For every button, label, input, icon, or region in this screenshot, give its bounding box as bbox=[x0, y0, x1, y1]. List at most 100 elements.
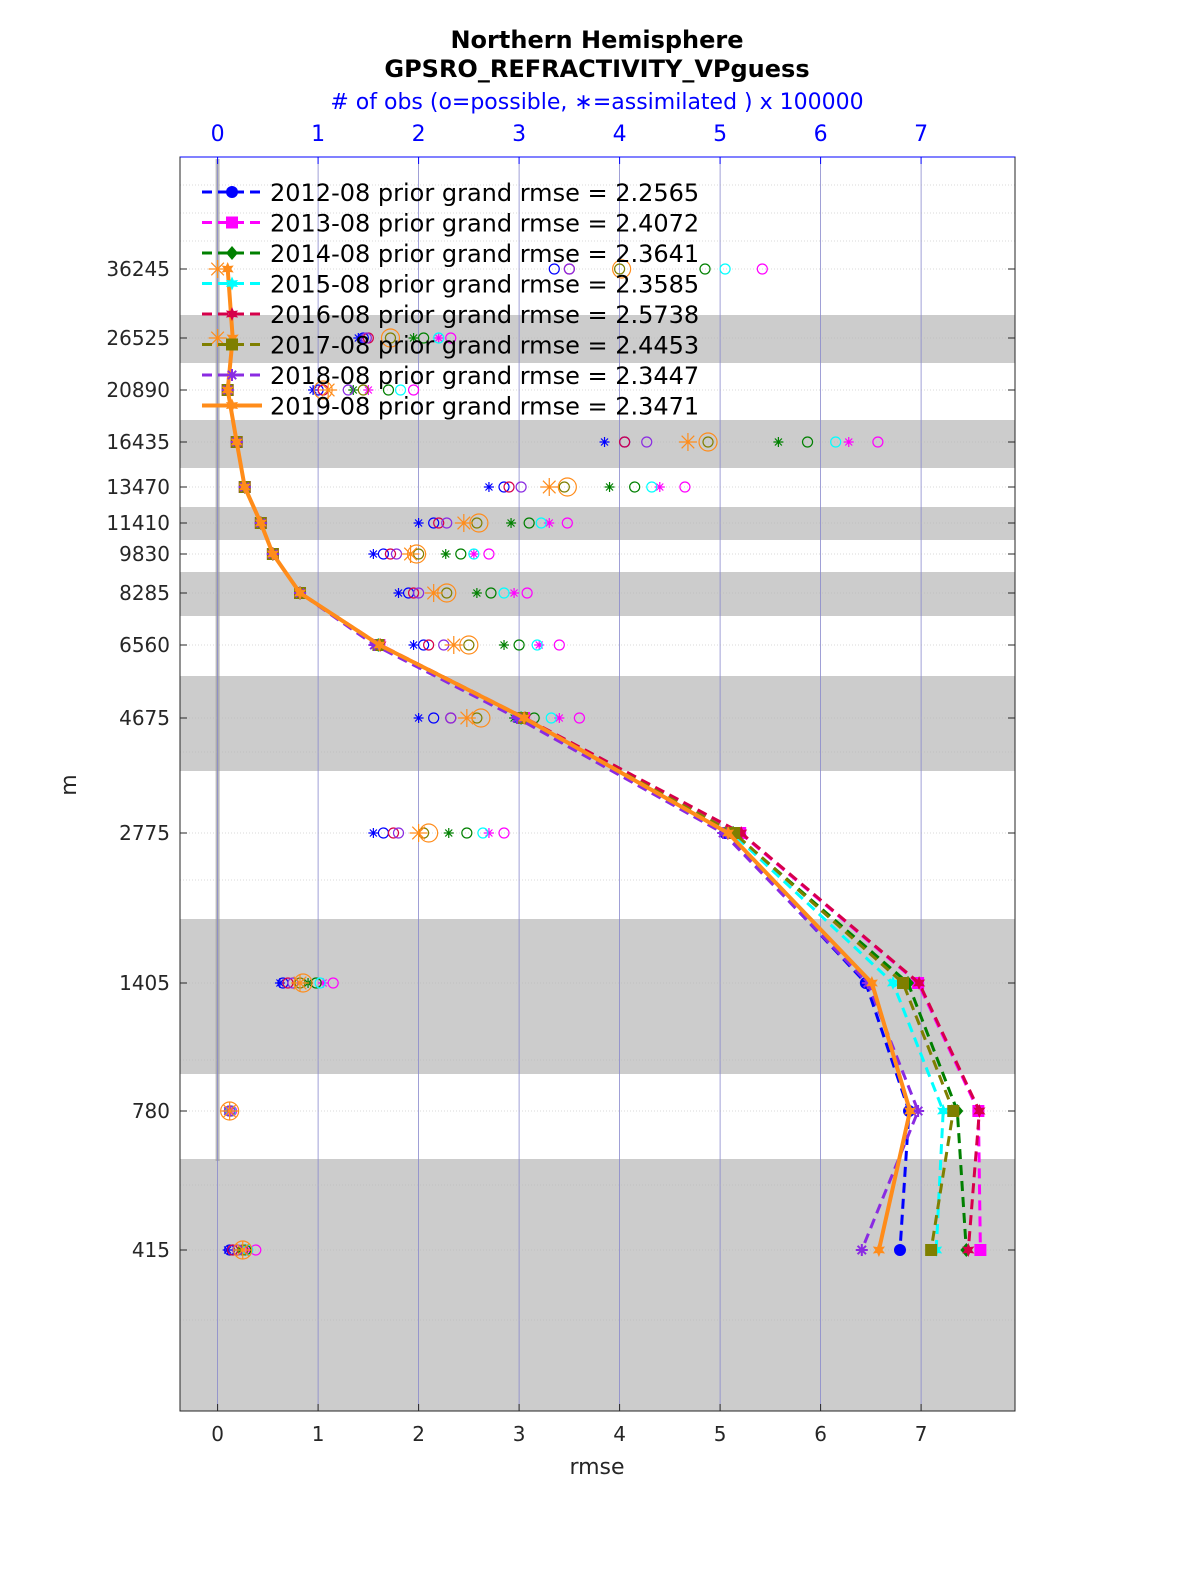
top-tick-label: 7 bbox=[914, 122, 928, 147]
obs-possible-marker bbox=[523, 517, 535, 529]
obs-possible-marker bbox=[561, 517, 573, 529]
x-tick-label: 0 bbox=[211, 1422, 224, 1446]
series-marker bbox=[947, 1105, 960, 1117]
series-group bbox=[221, 262, 917, 1257]
y-tick-label: 4675 bbox=[119, 706, 170, 730]
obs-assimilated-marker bbox=[208, 260, 227, 278]
obs-possible-marker bbox=[392, 827, 405, 839]
obs-assimilated-marker bbox=[433, 333, 444, 343]
y-tick-label: 780 bbox=[132, 1099, 170, 1123]
grid-lines bbox=[180, 157, 1015, 1411]
obs-possible-marker bbox=[679, 481, 691, 493]
obs-possible-marker bbox=[553, 639, 565, 651]
obs-assimilated-marker bbox=[274, 978, 285, 988]
obs-assimilated-marker bbox=[506, 518, 517, 528]
series-marker bbox=[373, 638, 386, 652]
obs-possible-marker bbox=[498, 587, 510, 599]
obs-possible-marker bbox=[698, 432, 718, 452]
legend-entry: 2017-08 prior grand rmse = 2.4453 bbox=[202, 332, 699, 360]
series-marker bbox=[925, 1244, 938, 1256]
obs-possible-marker bbox=[612, 259, 632, 279]
obs-possible-marker bbox=[423, 639, 435, 651]
series-marker bbox=[254, 516, 267, 530]
obs-possible-marker bbox=[413, 587, 425, 599]
obs-possible-marker bbox=[407, 587, 420, 599]
series-marker bbox=[855, 1244, 868, 1256]
obs-assimilated-marker bbox=[534, 640, 545, 650]
series-marker bbox=[511, 712, 524, 724]
obs-assimilated-marker bbox=[409, 824, 428, 842]
series-marker bbox=[886, 976, 899, 990]
obs-possible-marker bbox=[407, 384, 420, 396]
obs-assimilated-marker bbox=[468, 549, 479, 559]
chart-subtitle: GPSRO_REFRACTIVITY_VPguess bbox=[384, 55, 809, 83]
obs-possible-marker bbox=[463, 639, 475, 651]
obs-possible-marker bbox=[485, 587, 497, 599]
obs-possible-marker bbox=[387, 827, 400, 839]
obs-possible-marker bbox=[455, 548, 467, 560]
obs-possible-marker bbox=[699, 263, 711, 275]
obs-possible-marker bbox=[646, 481, 658, 493]
legend-label: 2017-08 prior grand rmse = 2.4453 bbox=[270, 332, 699, 360]
obs-count-markers bbox=[208, 259, 884, 1260]
obs-assimilated-marker bbox=[424, 584, 443, 602]
obs-possible-marker bbox=[801, 436, 814, 448]
y-tick-label: 11410 bbox=[106, 511, 170, 535]
top-tick-label: 4 bbox=[613, 122, 627, 147]
series-marker bbox=[225, 398, 239, 413]
obs-possible-marker bbox=[619, 436, 631, 448]
obs-possible-marker bbox=[445, 712, 457, 724]
obs-possible-marker bbox=[342, 384, 354, 396]
chart-title: Northern Hemisphere bbox=[450, 26, 743, 54]
obs-possible-marker bbox=[477, 827, 489, 839]
obs-possible-marker bbox=[394, 384, 407, 396]
series-marker bbox=[872, 1243, 885, 1257]
obs-assimilated-marker bbox=[318, 978, 329, 988]
obs-possible-marker bbox=[513, 639, 525, 651]
obs-possible-marker bbox=[441, 517, 453, 529]
legend-entry: 2015-08 prior grand rmse = 2.3585 bbox=[202, 271, 699, 299]
y-tick-label: 16435 bbox=[106, 430, 170, 454]
series-marker bbox=[717, 827, 730, 839]
obs-assimilated-marker bbox=[483, 828, 494, 838]
legend-label: 2015-08 prior grand rmse = 2.3585 bbox=[270, 271, 699, 299]
obs-possible-marker bbox=[418, 332, 430, 344]
obs-possible-marker bbox=[558, 481, 570, 493]
obs-possible-marker bbox=[641, 436, 653, 448]
legend-label: 2014-08 prior grand rmse = 2.3641 bbox=[270, 240, 699, 268]
series-marker bbox=[861, 977, 874, 989]
obs-assimilated-marker bbox=[408, 640, 419, 650]
obs-assimilated-marker bbox=[440, 549, 451, 559]
series-marker bbox=[962, 1243, 975, 1257]
level-band bbox=[180, 572, 1015, 616]
obs-possible-marker bbox=[756, 263, 768, 275]
obs-possible-marker bbox=[382, 384, 395, 396]
series-marker bbox=[225, 276, 239, 291]
series-marker bbox=[226, 216, 238, 229]
y-tick-label: 36245 bbox=[106, 257, 170, 281]
obs-possible-marker bbox=[613, 263, 626, 275]
level-band bbox=[180, 507, 1015, 540]
series-marker bbox=[518, 711, 531, 725]
obs-assimilated-marker bbox=[353, 333, 364, 343]
legend-label: 2012-08 prior grand rmse = 2.2565 bbox=[270, 179, 699, 207]
legend-entry: 2014-08 prior grand rmse = 2.3641 bbox=[202, 240, 699, 268]
series-marker bbox=[368, 639, 381, 651]
level-band bbox=[180, 676, 1015, 771]
obs-possible-marker bbox=[483, 548, 495, 560]
series-marker bbox=[897, 977, 910, 989]
series-marker bbox=[226, 246, 238, 260]
legend-label: 2016-08 prior grand rmse = 2.5738 bbox=[270, 301, 699, 329]
obs-possible-marker bbox=[545, 712, 557, 724]
obs-possible-marker bbox=[531, 639, 543, 651]
y-tick-label: 2775 bbox=[119, 821, 170, 845]
x-tick-label: 4 bbox=[613, 1422, 626, 1446]
level-band bbox=[180, 315, 1015, 363]
obs-possible-marker bbox=[314, 977, 326, 989]
obs-assimilated-marker bbox=[654, 482, 665, 492]
obs-possible-marker bbox=[327, 977, 339, 989]
legend: 2012-08 prior grand rmse = 2.2565 2013-08… bbox=[202, 179, 699, 421]
obs-possible-marker bbox=[384, 332, 397, 344]
x-tick-label: 3 bbox=[513, 1422, 526, 1446]
x-tick-label: 7 bbox=[915, 1422, 928, 1446]
